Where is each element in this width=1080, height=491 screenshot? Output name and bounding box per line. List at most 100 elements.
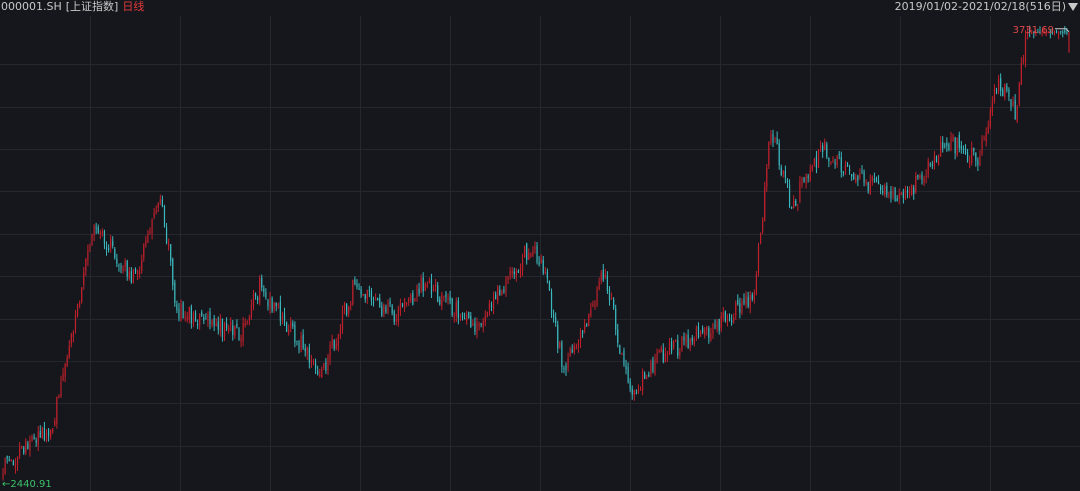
candle-body <box>283 313 286 321</box>
candle <box>292 320 294 329</box>
candle-body <box>377 297 379 301</box>
candle-body <box>797 204 799 206</box>
candle <box>1062 29 1064 38</box>
stock-code[interactable]: 000001.SH <box>1 0 62 13</box>
candle <box>285 321 288 333</box>
candle <box>635 389 637 395</box>
candle-body <box>908 192 911 194</box>
candle-body <box>521 259 524 271</box>
candle <box>567 352 569 372</box>
candle-body <box>360 289 362 295</box>
candle <box>37 426 39 451</box>
candle-body <box>824 141 826 151</box>
candle <box>691 334 693 346</box>
candle-body <box>702 328 704 333</box>
candle <box>62 367 64 382</box>
candle-body <box>176 304 178 310</box>
candle-body <box>526 243 528 260</box>
candle-body <box>172 259 174 286</box>
candle <box>1033 31 1035 39</box>
candle <box>948 142 950 152</box>
candle-body <box>238 328 240 341</box>
candle-body <box>948 144 950 151</box>
candle <box>188 306 190 324</box>
candle <box>199 313 201 330</box>
candle <box>153 208 155 220</box>
candle-body <box>911 184 913 196</box>
candle <box>447 293 449 305</box>
candle-body <box>977 160 979 165</box>
period-selector[interactable]: 日线 <box>122 0 145 13</box>
candle-body <box>275 302 277 306</box>
candle-body <box>524 245 526 257</box>
candle-body <box>124 260 126 267</box>
candle-body <box>513 271 515 274</box>
candle <box>377 297 379 301</box>
grid-lines <box>0 16 1080 491</box>
candle <box>424 282 426 292</box>
candle <box>592 300 594 308</box>
candle-body <box>528 252 530 260</box>
candle-body <box>704 330 706 336</box>
candle-body <box>536 245 538 263</box>
candle <box>751 292 753 302</box>
candle <box>855 173 857 184</box>
candle-body <box>424 283 426 291</box>
candle-body <box>39 431 41 438</box>
candle <box>350 301 352 311</box>
candle-body <box>64 364 66 377</box>
candle <box>85 258 87 276</box>
candle-body <box>314 363 317 369</box>
candle-body <box>519 267 522 276</box>
candle-body <box>455 301 457 316</box>
candle <box>76 303 79 318</box>
candle <box>486 311 488 318</box>
candle <box>569 346 571 357</box>
candle-body <box>774 139 776 141</box>
candle-body <box>571 349 573 353</box>
dropdown-triangle-icon[interactable] <box>1068 3 1078 11</box>
candle-body <box>341 310 344 330</box>
candle-body <box>397 308 399 323</box>
date-range-label[interactable]: 2019/01/02-2021/02/18(516日) <box>894 0 1066 13</box>
candle-body <box>321 368 323 378</box>
candle-body <box>592 303 594 307</box>
candle-body <box>230 322 232 326</box>
candle-body <box>1004 84 1006 98</box>
candle <box>497 284 499 305</box>
candle-body <box>128 271 130 279</box>
candle-body <box>418 288 420 294</box>
candle <box>238 327 240 341</box>
candle <box>954 136 956 160</box>
stock-name[interactable]: [上证指数] <box>65 0 119 13</box>
candle-body <box>37 431 39 446</box>
candle <box>714 319 716 330</box>
candle-body <box>1000 78 1002 91</box>
candle <box>867 181 869 194</box>
candle-body <box>79 303 81 306</box>
candle-body <box>153 212 155 218</box>
candle <box>648 371 650 378</box>
candle-body <box>461 313 464 319</box>
candle <box>397 305 399 327</box>
candle <box>172 257 174 291</box>
candle-body <box>865 182 867 184</box>
candle <box>209 307 211 330</box>
candle-body <box>505 278 507 293</box>
candle <box>317 365 319 376</box>
candle <box>1055 29 1058 34</box>
candle-body <box>662 349 664 362</box>
candle <box>995 87 998 95</box>
candle <box>859 168 861 180</box>
candle <box>581 330 584 338</box>
date-range-control[interactable]: 2019/01/02-2021/02/18(516日) <box>895 0 1078 14</box>
candle <box>929 162 931 168</box>
candle <box>319 368 321 378</box>
candle-body <box>364 293 366 300</box>
candle-body <box>530 254 532 256</box>
candle-body <box>430 279 433 295</box>
candle-body <box>182 302 184 318</box>
candle <box>327 353 329 375</box>
